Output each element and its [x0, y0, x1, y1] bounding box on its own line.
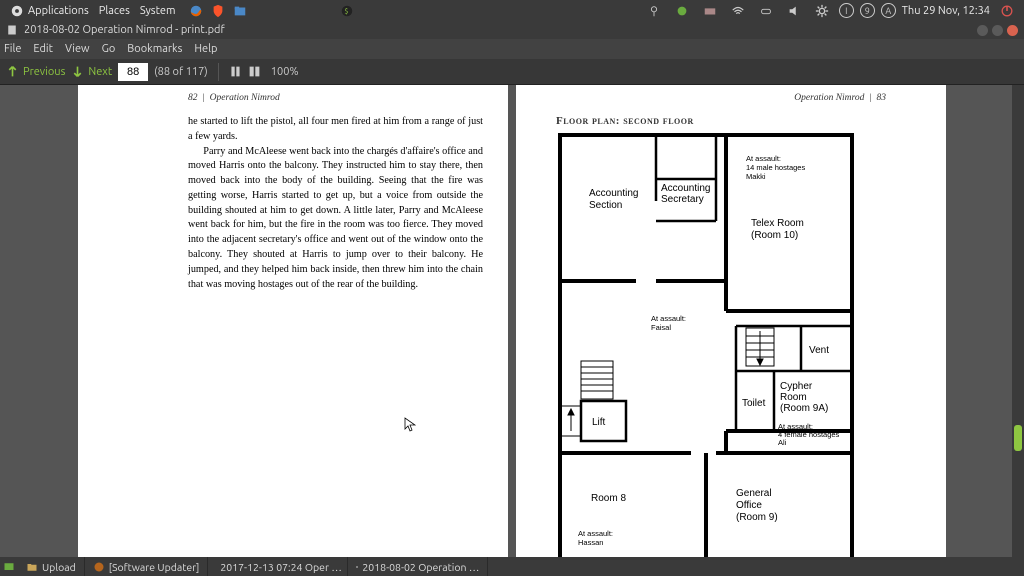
folder-icon [26, 561, 38, 573]
firefox-icon[interactable] [188, 3, 204, 19]
chat-icon[interactable] [674, 3, 690, 19]
left-header: 82 | Operation Nimrod [188, 93, 280, 103]
fp-svg: AccountingSection AccountingSecretary Te… [556, 131, 856, 557]
svg-text:Telex Room(Room 10): Telex Room(Room 10) [751, 218, 804, 241]
floor-plan: Floor plan: second floor [556, 115, 886, 557]
next-button[interactable]: Next [71, 65, 112, 78]
window-max[interactable] [992, 25, 1003, 36]
task-software-updater[interactable]: [Software Updater] [85, 557, 209, 576]
svg-text:Toilet: Toilet [742, 398, 766, 409]
apps-menu[interactable]: Applications [28, 5, 89, 17]
left-body: he started to lift the pistol, all four … [188, 115, 483, 292]
zoom-label[interactable]: 100% [271, 66, 299, 78]
fp-title: Floor plan: second floor [556, 115, 886, 127]
show-desktop-icon[interactable] [0, 558, 18, 576]
task-upload-label: Upload [42, 561, 76, 573]
brave-icon[interactable] [210, 3, 226, 19]
top-panel: Applications Places System $ I 9 A Thu 2… [0, 0, 1024, 21]
para2: Parry and McAleese went back into the ch… [188, 145, 483, 293]
svg-text:Lift: Lift [592, 417, 606, 428]
mouse-cursor [404, 417, 416, 433]
bt-icon[interactable] [758, 3, 774, 19]
task-pdf2-label: 2018-08-02 Operation … [362, 561, 479, 573]
terminal-icon[interactable]: $ [339, 3, 355, 19]
scroll-thumb[interactable] [1014, 425, 1022, 451]
indicator-i[interactable]: I [839, 3, 854, 18]
view-single-icon[interactable] [229, 65, 242, 78]
menu-help[interactable]: Help [194, 43, 217, 55]
task-pdf1[interactable]: 2017-12-13 07:24 Oper … [208, 557, 348, 576]
svg-text:CypherRoom(Room 9A): CypherRoom(Room 9A) [780, 381, 828, 414]
indicator-a[interactable]: A [881, 3, 896, 18]
task-sw-label: [Software Updater] [109, 561, 200, 573]
task-pdf1-label: 2017-12-13 07:24 Oper … [220, 561, 341, 573]
window-title-bar: 2018-08-02 Operation Nimrod - print.pdf [0, 21, 1024, 39]
menu-view[interactable]: View [65, 43, 90, 55]
menu-go[interactable]: Go [102, 43, 116, 55]
indicator-9[interactable]: 9 [860, 3, 875, 18]
location-icon[interactable] [646, 3, 662, 19]
task-upload[interactable]: Upload [18, 557, 85, 576]
system-menu[interactable]: System [140, 5, 176, 17]
document-viewport[interactable]: 82 | Operation Nimrod he started to lift… [0, 85, 1024, 557]
page-input[interactable] [118, 63, 148, 81]
drive-icon[interactable] [702, 3, 718, 19]
menu-bookmarks[interactable]: Bookmarks [127, 43, 182, 55]
taskbar: Upload [Software Updater] 2017-12-13 07:… [0, 557, 1024, 576]
next-label: Next [88, 66, 112, 78]
svg-text:At assault:14 male hostagesMak: At assault:14 male hostagesMakki [746, 154, 805, 181]
page-right: Operation Nimrod | 83 Floor plan: second… [516, 85, 946, 557]
gear-icon[interactable] [814, 3, 830, 19]
svg-text:At assault:4 female hostagesAl: At assault:4 female hostagesAli [778, 422, 840, 447]
pdf-icon [6, 24, 18, 36]
window-title: 2018-08-02 Operation Nimrod - print.pdf [24, 24, 225, 36]
svg-text:AccountingSecretary: AccountingSecretary [661, 183, 710, 205]
wifi-icon[interactable] [730, 3, 746, 19]
para1: he started to lift the pistol, all four … [188, 115, 483, 145]
power-icon[interactable] [999, 3, 1015, 19]
menu-bar: File Edit View Go Bookmarks Help [0, 39, 1024, 59]
page-left: 82 | Operation Nimrod he started to lift… [78, 85, 508, 557]
svg-text:$: $ [345, 7, 349, 15]
scrollbar[interactable] [1012, 85, 1024, 557]
prev-label: Previous [23, 66, 65, 78]
files-icon[interactable] [232, 3, 248, 19]
window-min[interactable] [977, 25, 988, 36]
svg-text:Room 8: Room 8 [591, 493, 626, 504]
svg-text:AccountingSection: AccountingSection [589, 188, 638, 211]
clock[interactable]: Thu 29 Nov, 12:34 [902, 5, 990, 17]
view-dual-icon[interactable] [248, 65, 261, 78]
svg-text:At assault:Faisal: At assault:Faisal [651, 314, 686, 332]
svg-text:GeneralOffice(Room 9): GeneralOffice(Room 9) [736, 488, 778, 523]
panel-right: I 9 A Thu 29 Nov, 12:34 [643, 3, 1018, 19]
updater-icon [93, 561, 105, 573]
toolbar: Previous Next (88 of 117) 100% [0, 59, 1024, 85]
volume-icon[interactable] [786, 3, 802, 19]
window-close[interactable] [1007, 25, 1018, 36]
right-header: Operation Nimrod | 83 [794, 93, 886, 103]
page-count: (88 of 117) [154, 66, 208, 78]
menu-file[interactable]: File [4, 43, 21, 55]
menu-edit[interactable]: Edit [33, 43, 53, 55]
ubuntu-icon[interactable] [9, 3, 25, 19]
places-menu[interactable]: Places [99, 5, 130, 17]
svg-text:Vent: Vent [809, 345, 829, 356]
task-pdf2[interactable]: 2018-08-02 Operation … [348, 557, 488, 576]
svg-text:At assault:Hassan: At assault:Hassan [578, 529, 613, 547]
pdf-icon [356, 561, 358, 573]
prev-button[interactable]: Previous [6, 65, 65, 78]
